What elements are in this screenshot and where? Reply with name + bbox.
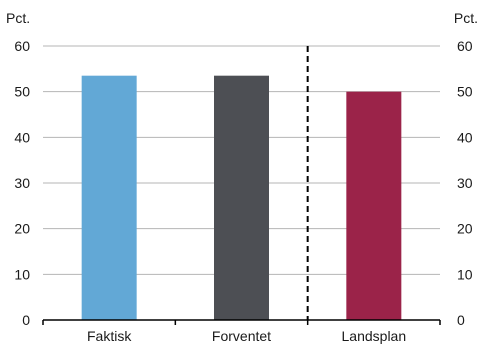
y-tick-labels: 0 0 10 10 20 20 30 30 40 40 50 50 60 60 xyxy=(14,38,472,328)
y-tick-label-right: 30 xyxy=(457,175,473,191)
y-tick-label-right: 50 xyxy=(457,84,473,100)
x-axis xyxy=(42,319,441,325)
y-tick-label-right: 20 xyxy=(457,221,473,237)
y-tick-label-left: 30 xyxy=(14,175,30,191)
x-tick-labels: Faktisk Forventet Landsplan xyxy=(87,328,406,344)
y-axis-unit-right: Pct. xyxy=(454,10,478,26)
y-tick-label-right: 0 xyxy=(457,312,465,328)
bars xyxy=(81,75,402,321)
y-tick-label-left: 10 xyxy=(14,266,30,282)
bar-forventet xyxy=(214,75,269,320)
y-tick-label-left: 60 xyxy=(14,38,30,54)
y-tick-label-left: 40 xyxy=(14,129,30,145)
y-axis-unit-left: Pct. xyxy=(6,10,30,26)
y-tick-label-left: 0 xyxy=(22,312,30,328)
y-tick-label-left: 20 xyxy=(14,221,30,237)
y-tick-label-left: 50 xyxy=(14,84,30,100)
x-tick-label: Faktisk xyxy=(87,328,132,344)
bar-landsplan xyxy=(346,91,402,321)
y-tick-label-right: 40 xyxy=(457,129,473,145)
x-tick-label: Landsplan xyxy=(342,328,407,344)
x-tick-label: Forventet xyxy=(212,328,271,344)
bar-faktisk xyxy=(81,75,137,320)
y-tick-label-right: 10 xyxy=(457,266,473,282)
y-tick-label-right: 60 xyxy=(457,38,473,54)
